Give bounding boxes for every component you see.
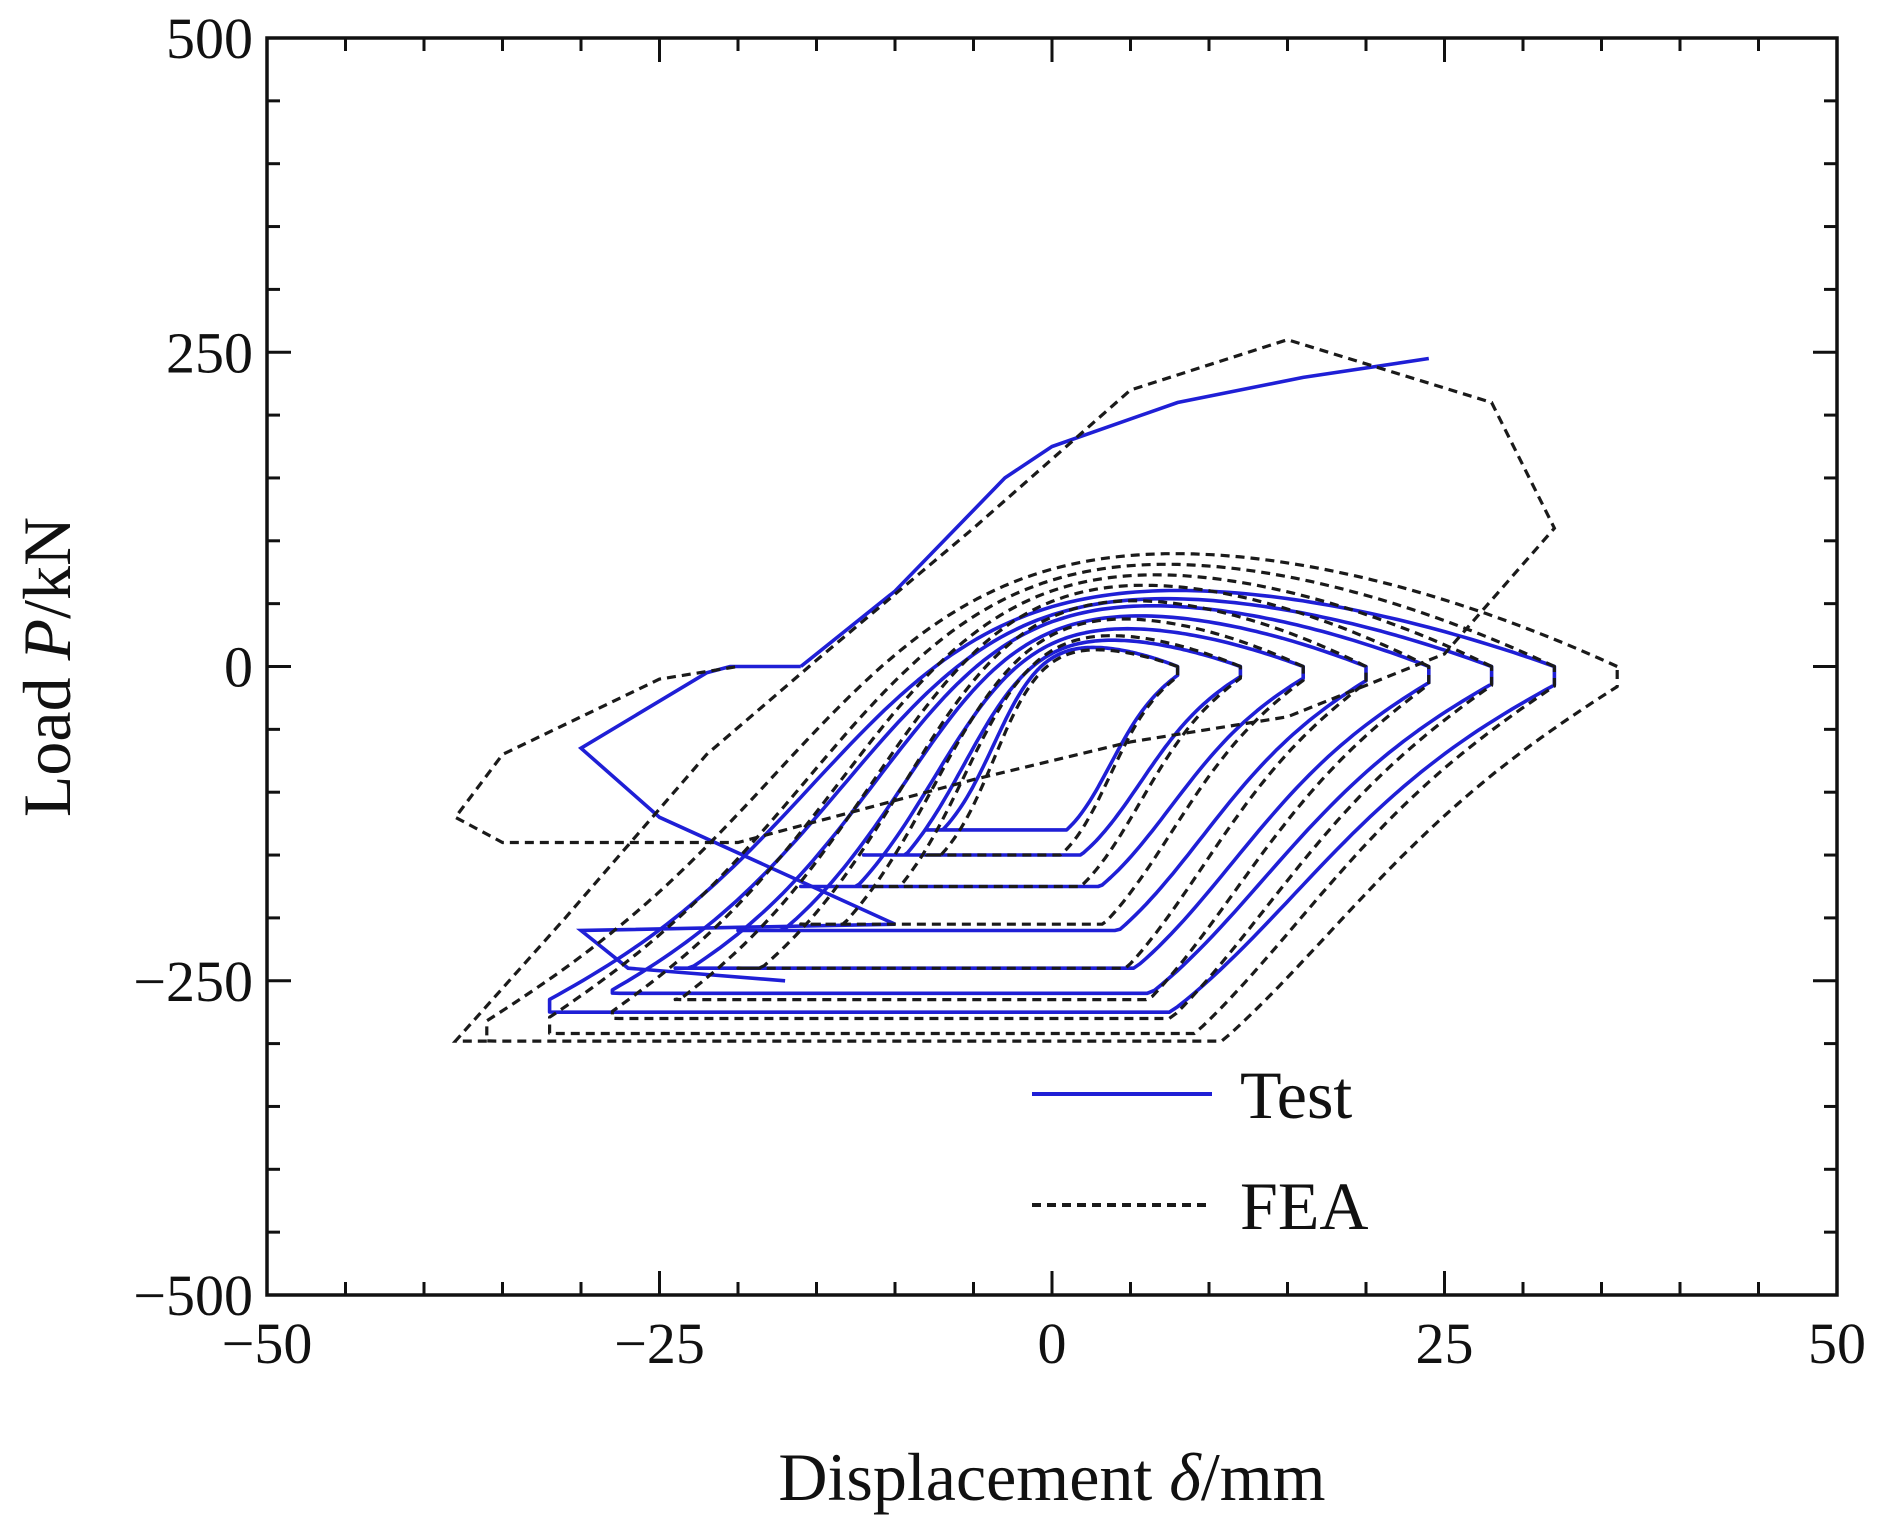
curves-layer <box>451 338 1619 1043</box>
fea-loop <box>862 634 1242 889</box>
axis-ticks <box>267 38 1837 1295</box>
y-tick-label: −500 <box>133 1263 253 1328</box>
test-branch <box>799 356 1430 668</box>
y-axis-title-prefix: Load <box>9 660 85 817</box>
test-loop <box>861 638 1243 857</box>
test-loop <box>924 645 1180 832</box>
legend-fea-label: FEA <box>1240 1168 1368 1244</box>
y-axis-title-symbol: P <box>9 619 85 662</box>
y-axis-title-suffix: /kN <box>9 517 85 619</box>
x-axis-title: Displacement δ/mm <box>778 1439 1325 1515</box>
x-tick-label: −50 <box>222 1311 313 1376</box>
test-loop <box>736 614 1368 933</box>
y-tick-label: 250 <box>166 320 253 385</box>
fea-loop <box>799 617 1305 926</box>
x-tick-label: 0 <box>1038 1311 1067 1376</box>
fea-path <box>451 338 1557 1043</box>
test-loop <box>673 604 1431 970</box>
test-loop <box>799 626 1305 889</box>
legend: Test FEA <box>1032 1057 1368 1244</box>
fea-loop <box>485 552 1619 1043</box>
fea-loop <box>610 573 1494 1021</box>
fea-loop <box>924 648 1180 857</box>
fea-loop <box>548 562 1556 1036</box>
y-tick-label: 500 <box>166 6 253 71</box>
x-axis-title-symbol: δ <box>1169 1439 1202 1515</box>
x-tick-label: 25 <box>1416 1311 1474 1376</box>
y-axis-title: Load P/kN <box>9 517 85 817</box>
plot-frame <box>265 36 1839 1297</box>
y-tick-label: 0 <box>224 635 253 700</box>
fea-loop <box>736 599 1368 970</box>
x-tick-label: 50 <box>1808 1311 1866 1376</box>
y-tick-label: −250 <box>133 949 253 1014</box>
x-axis-title-suffix: /mm <box>1201 1439 1326 1515</box>
test-loop <box>610 596 1494 996</box>
fea-loop <box>673 583 1431 1002</box>
x-tick-label: −25 <box>614 1311 705 1376</box>
x-axis-title-prefix: Displacement <box>778 1439 1169 1515</box>
legend-test-label: Test <box>1240 1057 1352 1133</box>
